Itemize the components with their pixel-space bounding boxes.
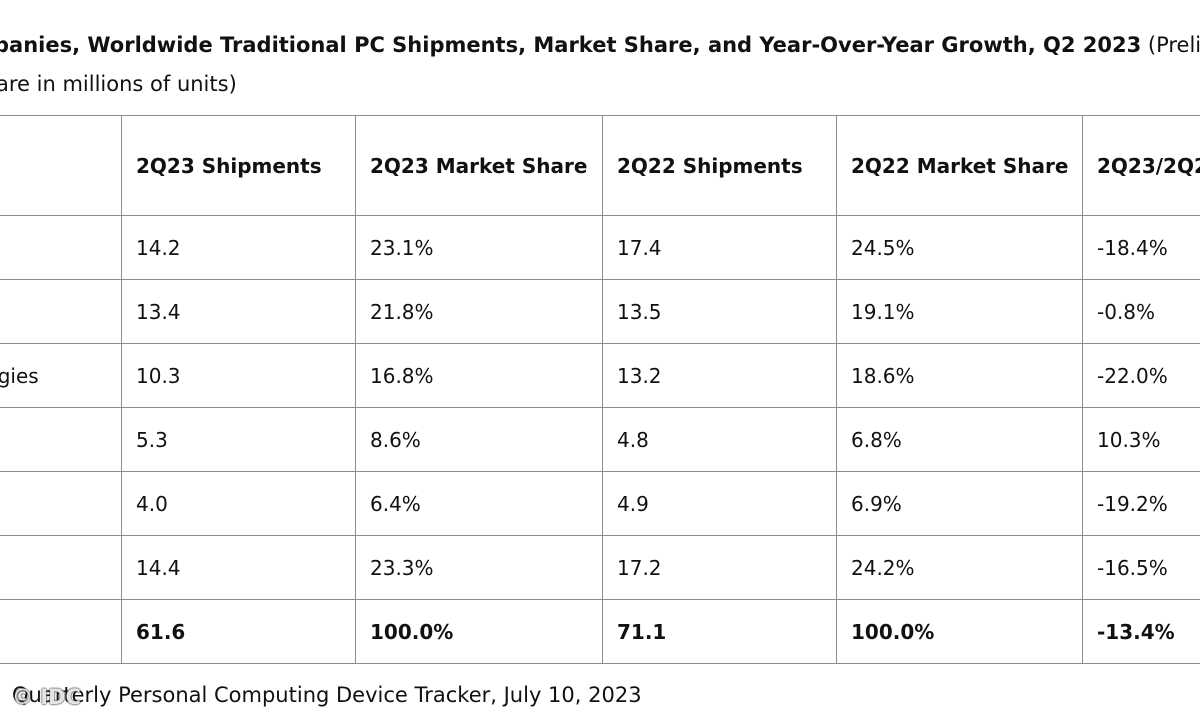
table-row: 5.3 8.6% 4.8 6.8% 10.3% — [0, 407, 1200, 472]
header-2q23-shipments: 2Q23 Shipments — [121, 115, 356, 216]
cell-company — [0, 215, 122, 280]
cell-2q23-shipments: 10.3 — [121, 343, 356, 408]
cell-2q23-market-share: 23.1% — [355, 215, 603, 280]
cell-2q23-shipments: 13.4 — [121, 279, 356, 344]
cell-company — [0, 535, 122, 600]
cell-2q22-shipments: 4.8 — [602, 407, 837, 472]
cell-growth: 10.3% — [1082, 407, 1200, 472]
cell-total-2q23-market-share: 100.0% — [355, 599, 603, 664]
cell-2q23-market-share: 21.8% — [355, 279, 603, 344]
table-row: up 4.0 6.4% 4.9 6.9% -19.2% — [0, 471, 1200, 536]
cell-2q22-market-share: 6.8% — [836, 407, 1083, 472]
cell-2q22-shipments: 13.2 — [602, 343, 837, 408]
cell-2q22-shipments: 17.4 — [602, 215, 837, 280]
cell-2q22-market-share: 18.6% — [836, 343, 1083, 408]
cell-total-2q22-shipments: 71.1 — [602, 599, 837, 664]
header-2q22-shipments: 2Q22 Shipments — [602, 115, 837, 216]
cell-growth: -22.0% — [1082, 343, 1200, 408]
cell-2q22-shipments: 4.9 — [602, 471, 837, 536]
cell-total-company — [0, 599, 122, 664]
cell-2q22-shipments: 13.5 — [602, 279, 837, 344]
cell-2q22-market-share: 19.1% — [836, 279, 1083, 344]
cell-2q23-market-share: 6.4% — [355, 471, 603, 536]
header-company — [0, 115, 122, 216]
table-row: 14.4 23.3% 17.2 24.2% -16.5% — [0, 535, 1200, 600]
cell-2q23-shipments: 14.4 — [121, 535, 356, 600]
cell-2q22-market-share: 6.9% — [836, 471, 1083, 536]
cell-2q23-market-share: 8.6% — [355, 407, 603, 472]
cell-2q23-market-share: 16.8% — [355, 343, 603, 408]
header-growth: 2Q23/2Q22 — [1082, 115, 1200, 216]
table-row: 14.2 23.1% 17.4 24.5% -18.4% — [0, 215, 1200, 280]
table-title-tail: (Prelimin — [1147, 33, 1200, 57]
cell-total-growth: -13.4% — [1082, 599, 1200, 664]
idc-watermark: © IDC — [12, 685, 81, 709]
cell-company: up — [0, 471, 122, 536]
cell-growth: -19.2% — [1082, 471, 1200, 536]
total-row: 61.6 100.0% 71.1 100.0% -13.4% — [0, 599, 1200, 664]
shipments-table: 2Q23 Shipments 2Q23 Market Share 2Q22 Sh… — [0, 115, 1200, 664]
cell-company: nologies — [0, 343, 122, 408]
cell-2q23-shipments: 14.2 — [121, 215, 356, 280]
source-note: Quarterly Personal Computing Device Trac… — [12, 683, 642, 707]
cell-company — [0, 279, 122, 344]
header-2q22-market-share: 2Q22 Market Share — [836, 115, 1083, 216]
cell-growth: -18.4% — [1082, 215, 1200, 280]
cell-growth: -16.5% — [1082, 535, 1200, 600]
cell-2q23-shipments: 5.3 — [121, 407, 356, 472]
table-row: 13.4 21.8% 13.5 19.1% -0.8% — [0, 279, 1200, 344]
header-2q23-market-share: 2Q23 Market Share — [355, 115, 603, 216]
cell-2q23-market-share: 23.3% — [355, 535, 603, 600]
header-row: 2Q23 Shipments 2Q23 Market Share 2Q22 Sh… — [0, 115, 1200, 216]
cell-company — [0, 407, 122, 472]
cell-total-2q23-shipments: 61.6 — [121, 599, 356, 664]
cell-growth: -0.8% — [1082, 279, 1200, 344]
cell-2q22-market-share: 24.2% — [836, 535, 1083, 600]
cell-2q22-shipments: 17.2 — [602, 535, 837, 600]
table-subtitle: are in millions of units) — [0, 72, 237, 96]
table-title-bold: panies, Worldwide Traditional PC Shipmen… — [0, 33, 1142, 57]
table-title: panies, Worldwide Traditional PC Shipmen… — [0, 29, 1200, 61]
cell-total-2q22-market-share: 100.0% — [836, 599, 1083, 664]
cell-2q22-market-share: 24.5% — [836, 215, 1083, 280]
table-row: nologies 10.3 16.8% 13.2 18.6% -22.0% — [0, 343, 1200, 408]
cell-2q23-shipments: 4.0 — [121, 471, 356, 536]
